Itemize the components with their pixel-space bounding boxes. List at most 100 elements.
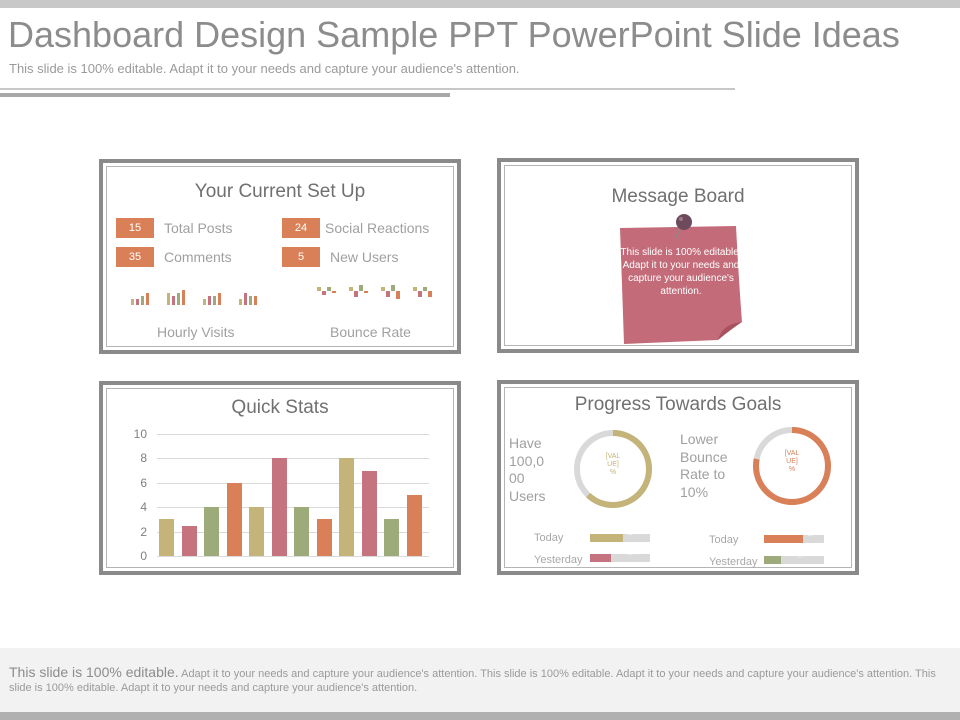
y-tick-label: 8 (140, 451, 147, 466)
bounce-rate-bar (428, 291, 432, 297)
bounce-rate-bar (364, 291, 368, 293)
goal2-yesterday-track: -- (764, 554, 824, 564)
new-users-badge: 5 (282, 247, 320, 267)
sticky-note-shape (620, 226, 742, 344)
quick-stats-bar (181, 525, 197, 556)
goal2-yesterday-fill (764, 556, 781, 564)
bounce-rate-bar (423, 287, 427, 291)
goal2-today-label: Today (709, 534, 739, 546)
gridline (157, 434, 429, 435)
quick-stats-bar (361, 470, 377, 556)
quick-stats-bar (384, 519, 399, 556)
bounce-rate-bar (349, 287, 353, 291)
bounce-rate-bar (413, 287, 417, 291)
gridline (157, 458, 429, 460)
quick-stats-bar (249, 507, 264, 556)
goals-title: Progress Towards Goals (574, 394, 782, 415)
total-posts-label: Total Posts (164, 220, 233, 236)
bounce-rate-bar (386, 291, 390, 297)
goal1-today-fill (590, 534, 623, 542)
bounce-rate-bar (391, 285, 395, 291)
social-reactions-badge: 24 (282, 218, 320, 238)
pushpin-icon (675, 214, 692, 239)
y-tick-label: 4 (140, 500, 147, 515)
comments-label: Comments (164, 249, 232, 265)
gridline (157, 556, 429, 557)
goal2-today-track: -- (764, 533, 824, 543)
bounce-rate-bar (317, 287, 321, 291)
hourly-visits-bar (177, 293, 180, 305)
quick-stats-bar (406, 495, 422, 556)
goal1-yesterday-label: Yesterday (534, 554, 583, 566)
gridline (157, 507, 429, 509)
y-tick-label: 0 (140, 549, 147, 563)
hourly-visits-bar (244, 293, 247, 305)
hourly-visits-bar (141, 296, 144, 305)
setup-panel: Your Current Set Up 15 Total Posts 24 So… (99, 159, 461, 354)
hourly-visits-bar (146, 293, 149, 305)
hourly-visits-bar (218, 293, 221, 305)
goal2-yesterday-label: Yesterday (709, 556, 758, 568)
bounce-rate-bar (359, 285, 363, 291)
hourly-visits-bar (203, 299, 206, 305)
goal1-ring-label: [VAL UE] % (605, 453, 621, 476)
title-rule-accent (0, 93, 450, 97)
goal2-ring-label: [VAL UE] % (784, 450, 800, 473)
bounce-rate-bar (354, 291, 358, 297)
hourly-visits-bar (182, 290, 185, 305)
hourly-visits-bar (239, 299, 242, 305)
new-users-label: New Users (330, 249, 399, 265)
footer-text: This slide is 100% editable. Adapt it to… (9, 664, 936, 694)
hourly-visits-sparkbars (131, 281, 271, 305)
gridline (157, 531, 429, 533)
sticky-note-text: This slide is 100% editable. Adapt it to… (620, 247, 742, 297)
goal2-today-fill (764, 535, 803, 543)
comments-badge: 35 (116, 247, 154, 267)
slide-title: Dashboard Design Sample PPT PowerPoint S… (8, 14, 900, 55)
setup-title: Your Current Set Up (194, 181, 366, 202)
social-reactions-label: Social Reactions (325, 220, 430, 236)
quick-stats-bar (159, 519, 174, 556)
goal1-today-track: -- (590, 532, 650, 542)
goal2-text: Lower Bounce Rate to 10% (680, 431, 728, 500)
hourly-visits-bar (254, 296, 257, 305)
y-tick-label: 2 (140, 524, 147, 539)
message-title: Message Board (611, 186, 745, 207)
bounce-rate-sparkbars (317, 279, 437, 303)
bounce-rate-bar (396, 291, 400, 299)
top-bar (0, 0, 960, 8)
bottom-bar (0, 712, 960, 720)
quick-stats-title: Quick Stats (231, 397, 329, 418)
goal1-ring (574, 430, 652, 508)
hourly-visits-bar (131, 299, 134, 305)
hourly-visits-bar (172, 296, 175, 305)
sticky-note: This slide is 100% editable. Adapt it to… (618, 224, 744, 346)
footer: This slide is 100% editable. Adapt it to… (0, 648, 960, 712)
quick-stats-bar (316, 519, 332, 556)
quick-stats-bar (204, 507, 219, 556)
hourly-visits-label: Hourly Visits (157, 324, 235, 340)
quick-stats-chart: 0 2 4 6 8 10 (103, 385, 457, 571)
goal1-today-label: Today (534, 532, 564, 544)
quick-stats-bar (339, 458, 354, 556)
goal2-ring (753, 427, 831, 505)
bounce-rate-label: Bounce Rate (330, 324, 411, 340)
goal1-yesterday-fill (590, 554, 611, 562)
quick-stats-bar (271, 458, 287, 556)
hourly-visits-bar (249, 296, 252, 305)
total-posts-badge: 15 (116, 218, 154, 238)
bounce-rate-bar (332, 291, 336, 293)
bounce-rate-bar (381, 287, 385, 291)
bounce-rate-bar (322, 291, 326, 295)
goal1-text: Have 100,0 00 Users (509, 435, 546, 504)
goal1-yesterday-track: -- (590, 552, 650, 562)
bounce-rate-bar (327, 287, 331, 291)
hourly-visits-bar (213, 296, 216, 305)
goals-panel: Progress Towards Goals Have 100,0 00 Use… (497, 380, 859, 575)
title-rule (0, 88, 735, 90)
quick-stats-bar (226, 482, 242, 556)
message-panel: Message Board This slide is 100% editabl… (497, 158, 859, 353)
quick-stats-bar (294, 507, 309, 556)
hourly-visits-bar (208, 296, 211, 305)
quick-stats-panel: Quick Stats 0 2 4 6 8 10 (99, 381, 461, 575)
